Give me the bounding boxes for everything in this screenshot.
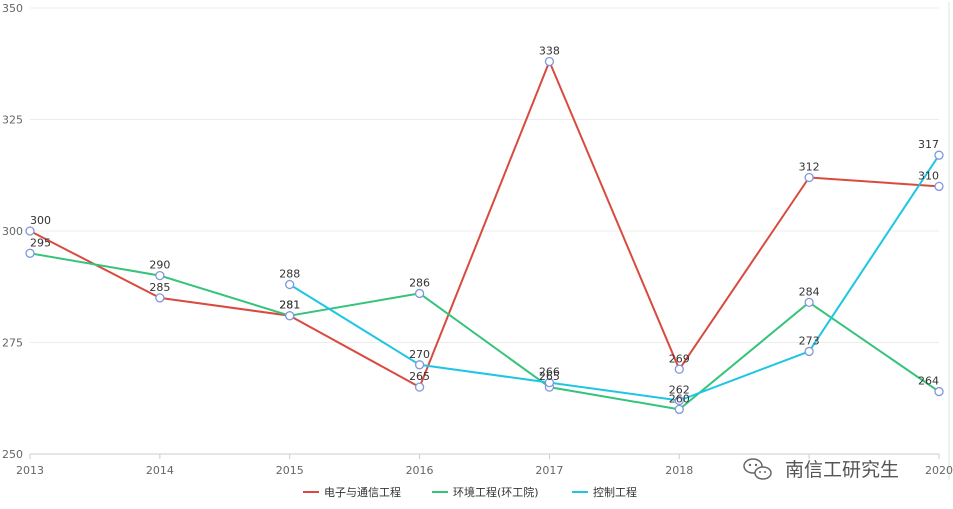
data-point xyxy=(285,279,295,290)
legend: 电子与通信工程 环境工程(环工院) 控制工程 xyxy=(303,485,637,499)
data-label: 290 xyxy=(149,259,170,272)
data-point xyxy=(155,293,165,303)
y-tick-label: 250 xyxy=(2,448,23,461)
data-label: 262 xyxy=(669,383,690,396)
data-label: 338 xyxy=(539,45,560,58)
data-label: 300 xyxy=(30,214,51,227)
data-point xyxy=(414,360,425,370)
data-label: 317 xyxy=(918,138,939,151)
series-line-3 xyxy=(289,154,940,402)
data-label: 266 xyxy=(539,366,560,379)
data-label: 284 xyxy=(799,285,820,298)
data-label: 288 xyxy=(279,268,300,281)
data-point xyxy=(285,311,295,321)
data-point xyxy=(155,270,165,281)
series-lines xyxy=(29,60,940,411)
series-line-1 xyxy=(29,60,940,389)
x-tick-label: 2014 xyxy=(146,464,174,477)
data-label: 312 xyxy=(799,160,820,173)
x-tick-label: 2017 xyxy=(535,464,563,477)
data-point xyxy=(25,226,35,236)
legend-label: 电子与通信工程 xyxy=(324,486,401,499)
x-tick-label: 2015 xyxy=(276,464,304,477)
data-point xyxy=(934,181,944,192)
data-label: 295 xyxy=(30,236,51,249)
watermark: 南信工研究生 xyxy=(743,458,899,481)
data-label: 281 xyxy=(279,299,300,312)
data-point xyxy=(674,404,684,415)
y-axis: 250 275 300 325 350 xyxy=(2,2,23,461)
grid-lines xyxy=(30,2,950,480)
data-point xyxy=(804,172,814,183)
legend-label: 环境工程(环工院) xyxy=(453,485,539,499)
data-point xyxy=(674,364,684,374)
data-label: 310 xyxy=(918,169,939,182)
data-label: 270 xyxy=(409,348,430,361)
data-point xyxy=(544,377,555,388)
legend-label: 控制工程 xyxy=(593,485,637,499)
x-tick-label: 2013 xyxy=(16,464,44,477)
data-point xyxy=(25,248,35,258)
data-label: 281 xyxy=(279,299,300,312)
data-label: 285 xyxy=(149,281,170,294)
data-point xyxy=(674,395,684,406)
data-label: 264 xyxy=(918,375,939,388)
data-label: 269 xyxy=(669,352,690,365)
data-label: 273 xyxy=(799,334,820,347)
data-labels: 3002852812653382693123102952902812862652… xyxy=(30,45,939,406)
x-axis: 2013 2014 2015 2016 2017 2018 2020 xyxy=(16,453,953,477)
data-point xyxy=(544,56,555,67)
data-point xyxy=(934,150,944,160)
data-point xyxy=(414,382,425,392)
x-tick-label: 2016 xyxy=(406,464,434,477)
x-tick-label: 2020 xyxy=(925,464,953,477)
data-point xyxy=(804,297,814,308)
data-label: 286 xyxy=(409,276,430,289)
data-label: 265 xyxy=(539,370,560,383)
y-tick-label: 275 xyxy=(2,337,23,350)
watermark-text: 南信工研究生 xyxy=(785,459,899,481)
wechat-icon xyxy=(743,458,772,480)
y-tick-label: 350 xyxy=(2,2,23,15)
data-markers xyxy=(25,56,944,415)
data-label: 265 xyxy=(409,370,430,383)
y-tick-label: 300 xyxy=(2,225,23,238)
data-point xyxy=(804,346,814,357)
y-tick-label: 325 xyxy=(2,114,23,127)
data-point xyxy=(414,288,425,299)
data-point xyxy=(934,386,944,397)
data-label: 260 xyxy=(669,392,690,405)
series-line-2 xyxy=(29,252,940,411)
x-tick-label: 2018 xyxy=(665,464,693,477)
